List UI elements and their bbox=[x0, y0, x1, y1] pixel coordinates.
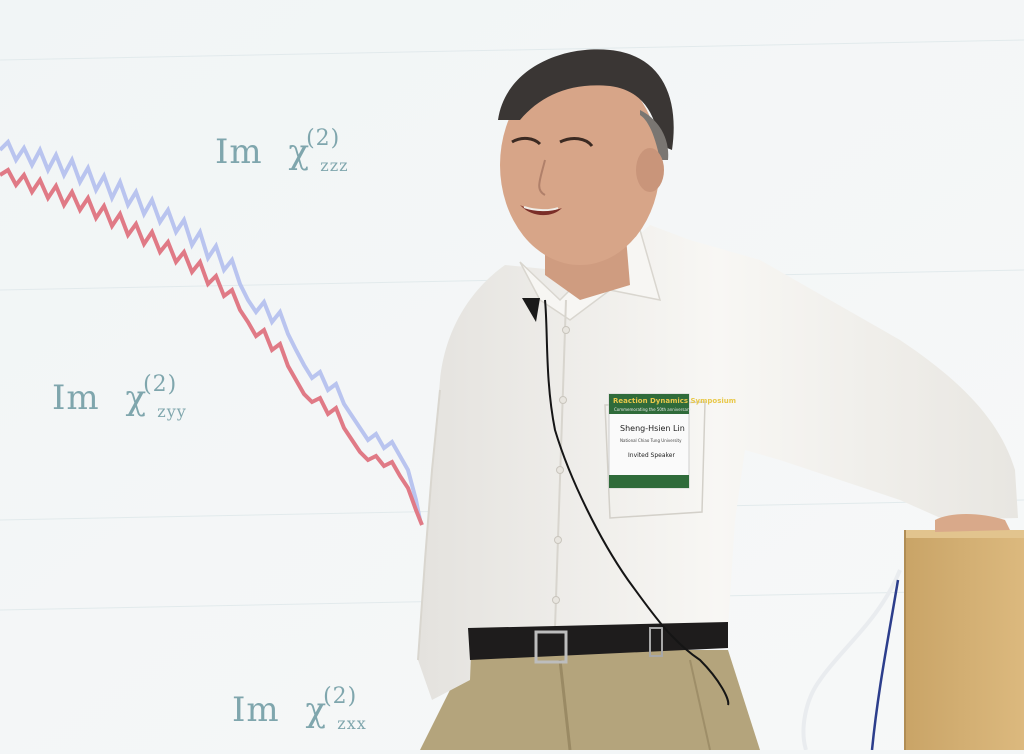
badge-affiliation: National Chiao Tung University bbox=[620, 438, 682, 443]
badge-role: Invited Speaker bbox=[628, 452, 675, 459]
name-badge bbox=[608, 393, 690, 489]
slide-label-zyy: Im χ(2)zyy bbox=[52, 372, 187, 421]
badge-subtitle: Commemorating the 50th anniversary bbox=[614, 407, 691, 412]
white-cable bbox=[801, 569, 902, 751]
badge-name: Sheng-Hsien Lin bbox=[620, 424, 685, 433]
hand bbox=[935, 514, 1010, 532]
slide-label-zzz: Im χ(2)zzz bbox=[215, 126, 349, 175]
podium bbox=[904, 530, 1024, 750]
belt bbox=[468, 622, 728, 664]
slide-curve-blue bbox=[0, 138, 422, 521]
trousers bbox=[420, 650, 760, 751]
speaker-head bbox=[498, 49, 674, 300]
slide-label-zxx: Im χ(2)zxx bbox=[232, 684, 367, 733]
slide-curve-red bbox=[0, 167, 424, 526]
lavalier-microphone bbox=[522, 298, 730, 706]
shirt-buttons bbox=[552, 326, 570, 604]
blue-cable bbox=[870, 579, 900, 751]
badge-event: Reaction Dynamics Symposium bbox=[613, 397, 737, 405]
